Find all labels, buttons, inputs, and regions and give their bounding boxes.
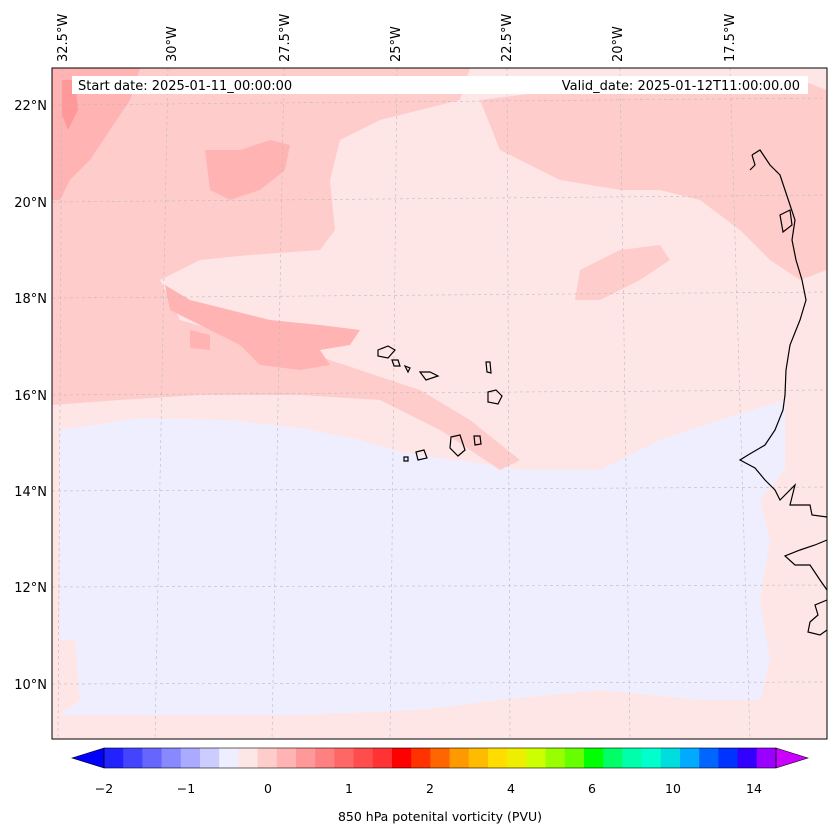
colorbar: −2 −1 0 1 2 4 6 10 14 850 hPa potenital … xyxy=(70,747,810,824)
colorbar-cell xyxy=(180,748,201,768)
colorbar-cell xyxy=(142,748,163,768)
cb-tick-label: 0 xyxy=(264,781,272,796)
lat-label-12n: 12°N xyxy=(14,581,47,596)
colorbar-cell xyxy=(488,748,508,768)
colorbar-cell xyxy=(718,748,739,768)
valid-date-label: Valid_date: 2025-01-12T11:00:00.00 xyxy=(562,79,800,94)
cb-tick-label: 10 xyxy=(665,781,681,796)
colorbar-cell xyxy=(584,748,604,768)
colorbar-cell xyxy=(449,748,470,768)
lon-label-20w: 20°W xyxy=(611,26,626,62)
cb-tick-label: 1 xyxy=(345,781,353,796)
colorbar-cell xyxy=(123,748,143,768)
negative-pv-region-west-strip xyxy=(52,640,80,715)
colorbar-cell xyxy=(315,748,335,768)
latitude-labels: 22°N 20°N 18°N 16°N 14°N 12°N 10°N xyxy=(14,99,47,693)
colorbar-cell xyxy=(200,748,220,768)
colorbar-cell xyxy=(641,748,662,768)
lat-label-10n: 10°N xyxy=(14,678,47,693)
colorbar-cell xyxy=(161,748,182,768)
colorbar-cell xyxy=(545,748,566,768)
colorbar-cell xyxy=(104,748,124,768)
coastline-guinea xyxy=(807,599,828,636)
pv-light-pink-center xyxy=(575,245,670,300)
colorbar-outline xyxy=(103,747,777,769)
start-date-label: Start date: 2025-01-11_00:00:00 xyxy=(78,79,292,94)
colorbar-ticks: −2 −1 0 1 2 4 6 10 14 xyxy=(95,781,762,796)
colorbar-min-arrow xyxy=(70,747,105,769)
colorbar-cells xyxy=(104,748,777,768)
lon-label-27-5w: 27.5°W xyxy=(278,14,293,62)
colorbar-cell xyxy=(372,748,393,768)
colorbar-cell xyxy=(392,748,412,768)
header-strip xyxy=(72,76,808,94)
coastline-islet-north xyxy=(779,209,793,234)
cb-tick-label: −2 xyxy=(95,781,113,796)
colorbar-cell xyxy=(699,748,719,768)
lat-label-16n: 16°N xyxy=(14,389,47,404)
colorbar-cell xyxy=(219,748,239,768)
colorbar-cell xyxy=(737,748,758,768)
lon-label-22-5w: 22.5°W xyxy=(500,14,515,62)
colorbar-cell xyxy=(468,748,489,768)
lon-label-30w: 30°W xyxy=(165,26,180,62)
colorbar-cell xyxy=(257,748,278,768)
lat-label-20n: 20°N xyxy=(14,196,47,211)
pv-medium-pink-mid-band xyxy=(165,285,360,370)
lon-label-25w: 25°W xyxy=(389,26,404,62)
colorbar-cell xyxy=(238,748,259,768)
map-panel: Start date: 2025-01-11_00:00:00 Valid_da… xyxy=(51,67,828,740)
colorbar-cell xyxy=(276,748,297,768)
lat-label-18n: 18°N xyxy=(14,292,47,307)
colorbar-cell xyxy=(564,748,585,768)
lat-label-22n: 22°N xyxy=(14,99,47,114)
cb-tick-label: 6 xyxy=(588,781,596,796)
pv-light-pink-band xyxy=(52,68,520,470)
lon-label-17-5w: 17.5°W xyxy=(723,14,738,62)
lon-label-32-5w: 32.5°W xyxy=(56,14,71,62)
colorbar-cell xyxy=(430,748,451,768)
cb-tick-label: 14 xyxy=(746,781,762,796)
colorbar-cell xyxy=(411,748,431,768)
cape-verde-islands xyxy=(377,345,503,462)
colorbar-cell xyxy=(526,748,547,768)
colorbar-cell xyxy=(756,748,777,768)
colorbar-cell xyxy=(507,748,527,768)
colorbar-cell xyxy=(680,748,700,768)
map-frame xyxy=(51,67,828,740)
colorbar-cell xyxy=(622,748,643,768)
lat-label-14n: 14°N xyxy=(14,485,47,500)
negative-pv-region xyxy=(60,400,785,715)
coastline-cap-tip xyxy=(749,154,756,171)
colorbar-cell xyxy=(296,748,316,768)
longitude-labels: 32.5°W 30°W 27.5°W 25°W 22.5°W 20°W 17.5… xyxy=(56,14,738,62)
cb-tick-label: −1 xyxy=(177,781,195,796)
colorbar-cell xyxy=(660,748,681,768)
colorbar-max-arrow xyxy=(775,747,810,769)
cb-tick-label: 4 xyxy=(507,781,515,796)
cb-tick-label: 2 xyxy=(426,781,434,796)
pv-light-pink-ne xyxy=(480,80,827,280)
pv-medium-pink-small xyxy=(190,330,210,350)
colorbar-cell xyxy=(353,748,374,768)
coastline-africa xyxy=(738,149,828,591)
colorbar-title: 850 hPa potenital vorticity (PVU) xyxy=(338,809,542,824)
colorbar-cell xyxy=(334,748,355,768)
pv-medium-pink-upper-blob xyxy=(205,140,290,200)
graticule xyxy=(51,67,828,740)
colorbar-cell xyxy=(603,748,623,768)
